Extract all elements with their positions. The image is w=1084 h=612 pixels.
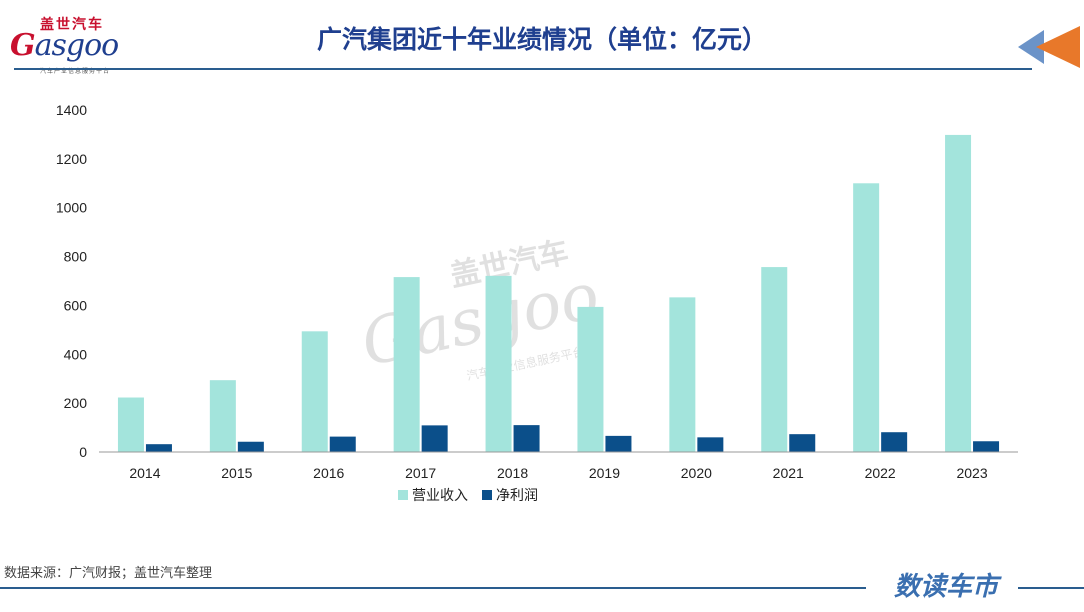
profit-bar <box>881 432 908 452</box>
profit-bar <box>329 436 356 452</box>
legend-swatch <box>398 490 408 500</box>
x-tick-label: 2020 <box>681 465 712 481</box>
x-tick-label: 2016 <box>313 465 344 481</box>
y-tick-label: 1400 <box>56 102 87 118</box>
y-tick-label: 400 <box>64 346 88 362</box>
revenue-bar <box>945 134 972 452</box>
revenue-bar <box>209 380 236 452</box>
logo-en-text: Gasgoo <box>10 28 120 63</box>
profit-bar <box>237 441 264 452</box>
profit-bar <box>513 425 540 452</box>
x-tick-label: 2017 <box>405 465 436 481</box>
profit-bar <box>145 444 172 452</box>
y-axis: 0 200 400 600 800 1000 1200 1400 <box>56 102 87 460</box>
logo-en-rest: asgoo <box>34 28 120 63</box>
y-tick-label: 600 <box>64 297 88 313</box>
x-tick-label: 2015 <box>221 465 252 481</box>
profit-bar <box>421 425 448 452</box>
header-divider <box>14 68 1032 70</box>
revenue-bar <box>117 397 144 452</box>
footer-divider-left <box>0 587 866 589</box>
y-tick-label: 200 <box>64 395 88 411</box>
y-tick-label: 0 <box>79 444 87 460</box>
profit-bar <box>789 434 816 452</box>
y-tick-label: 1200 <box>56 151 87 167</box>
gasgoo-logo: 盖世汽车 Gasgoo 汽车产业信息服务平台 <box>6 14 136 76</box>
y-tick-label: 1000 <box>56 200 87 216</box>
revenue-bar <box>853 183 880 452</box>
legend-swatch <box>482 490 492 500</box>
x-axis: 2014 2015 2016 2017 2018 2019 2020 2021 2022 2023 <box>99 451 1018 481</box>
brand-label: 数读车市 <box>894 572 999 602</box>
x-tick-label: 2023 <box>956 465 987 481</box>
revenue-bar <box>485 275 512 452</box>
legend: 营业收入 净利润 <box>398 488 538 504</box>
profit-bar <box>973 441 1000 452</box>
profit-bar <box>697 437 724 452</box>
page-title: 广汽集团近十年业绩情况（单位：亿元） <box>316 25 767 54</box>
x-tick-label: 2014 <box>129 465 160 481</box>
x-tick-label: 2019 <box>589 465 620 481</box>
revenue-bar <box>393 277 420 452</box>
legend-label: 营业收入 <box>412 488 468 504</box>
legend-label: 净利润 <box>496 488 538 504</box>
logo-tagline: 汽车产业信息服务平台 <box>40 68 111 75</box>
arrow-decoration-icon <box>1018 26 1080 68</box>
bar-group <box>117 134 1000 452</box>
revenue-bar <box>577 306 604 452</box>
x-tick-label: 2022 <box>865 465 896 481</box>
y-tick-label: 800 <box>64 249 88 265</box>
revenue-bar <box>669 297 696 452</box>
x-tick-label: 2018 <box>497 465 528 481</box>
x-tick-label: 2021 <box>773 465 804 481</box>
source-note: 数据来源：广汽财报；盖世汽车整理 <box>4 566 213 581</box>
logo-cn-text: 盖世汽车 <box>40 17 104 33</box>
logo-en-initial: G <box>10 28 36 63</box>
profit-bar <box>605 435 632 452</box>
footer-divider-right <box>1018 587 1084 589</box>
revenue-bar <box>761 267 788 452</box>
revenue-bar <box>301 331 328 452</box>
